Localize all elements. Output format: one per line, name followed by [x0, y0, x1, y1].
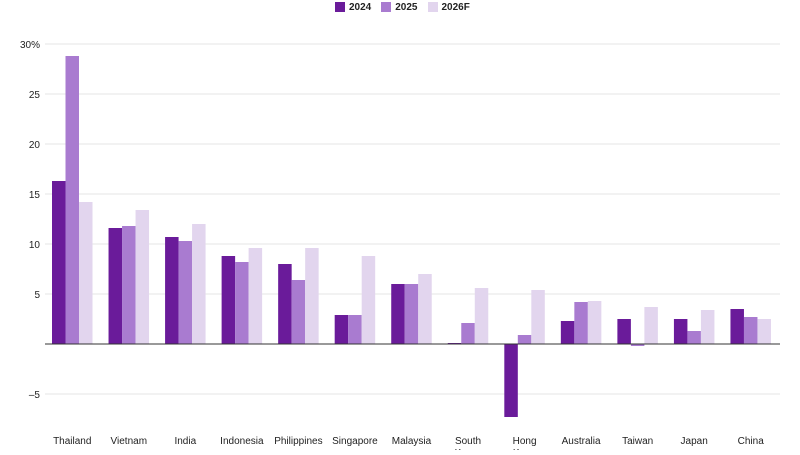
y-tick-label: 25 [29, 90, 41, 101]
bar-2025 [574, 302, 588, 344]
x-tick-label: SouthKorea [455, 436, 482, 450]
bar-2024 [221, 256, 236, 344]
legend-swatch [381, 2, 392, 12]
bar-2024 [334, 315, 349, 344]
y-tick-label: 20 [29, 140, 41, 151]
bar-2024 [165, 237, 179, 344]
bar-2026f [135, 210, 150, 344]
bar-2026f [474, 288, 489, 344]
bar-2025 [630, 344, 645, 346]
bar-2026f [79, 202, 93, 344]
bar-2024 [278, 264, 292, 344]
y-tick-label: 15 [29, 190, 41, 201]
bar-2026f [757, 319, 771, 344]
x-tick-label: Australia [562, 436, 601, 447]
bar-2026f [192, 224, 206, 344]
bar-2025 [65, 56, 79, 344]
bar-2026f [644, 307, 658, 344]
bar-2026f [305, 248, 319, 344]
bar-2025 [404, 284, 419, 344]
legend-item: 2025 [381, 1, 418, 13]
bar-2024 [673, 319, 688, 344]
legend-swatch [335, 2, 345, 12]
bar-2024 [504, 344, 518, 417]
bar-2025 [743, 317, 758, 344]
bar-2024 [730, 309, 744, 344]
bar-2026f [587, 301, 602, 344]
x-tick-label: India [174, 436, 196, 447]
legend-label: 2025 [395, 1, 418, 13]
legend-label: 2024 [349, 1, 372, 13]
bar-2025 [517, 335, 532, 344]
bar-2025 [235, 262, 249, 344]
bar-2026f [418, 274, 432, 344]
legend-item: 2024 [335, 2, 371, 13]
x-tick-label: Singapore [332, 436, 378, 447]
bar-2025 [178, 241, 193, 344]
x-tick-label: Malaysia [392, 436, 432, 447]
x-tick-label: Thailand [53, 436, 91, 447]
bar-2026f [531, 290, 545, 344]
bar-2026f [361, 256, 376, 344]
legend-item: 2026F [427, 1, 470, 13]
y-tick-label: 10 [29, 240, 41, 251]
legend-label: 2026F [441, 1, 470, 13]
bar-2025 [291, 280, 306, 344]
x-tick-label: Philippines [274, 436, 322, 447]
bar-2025 [687, 331, 701, 344]
bar-2024 [108, 228, 123, 344]
bar-2026f [248, 248, 263, 344]
x-tick-label: China [738, 436, 765, 447]
bar-2024 [52, 181, 66, 344]
x-tick-label: Indonesia [220, 436, 264, 447]
y-tick-label: –5 [29, 390, 41, 401]
bar-2025 [461, 323, 475, 344]
bar-2026f [700, 310, 715, 344]
x-tick-label: Taiwan [622, 436, 653, 447]
y-tick-label: 30% [20, 40, 40, 51]
legend-swatch [427, 2, 438, 12]
x-tick-label: Vietnam [111, 436, 148, 447]
bar-2025 [348, 315, 362, 344]
legend: 2024 2025 2026F [335, 0, 470, 14]
y-tick-label: 5 [34, 290, 40, 301]
x-tick-label: HongKong [513, 436, 537, 450]
bar-2025 [122, 226, 136, 344]
bar-2024 [560, 321, 575, 344]
bar-2024 [617, 319, 631, 344]
x-tick-label: Japan [681, 436, 708, 447]
bar-2024 [391, 284, 405, 344]
